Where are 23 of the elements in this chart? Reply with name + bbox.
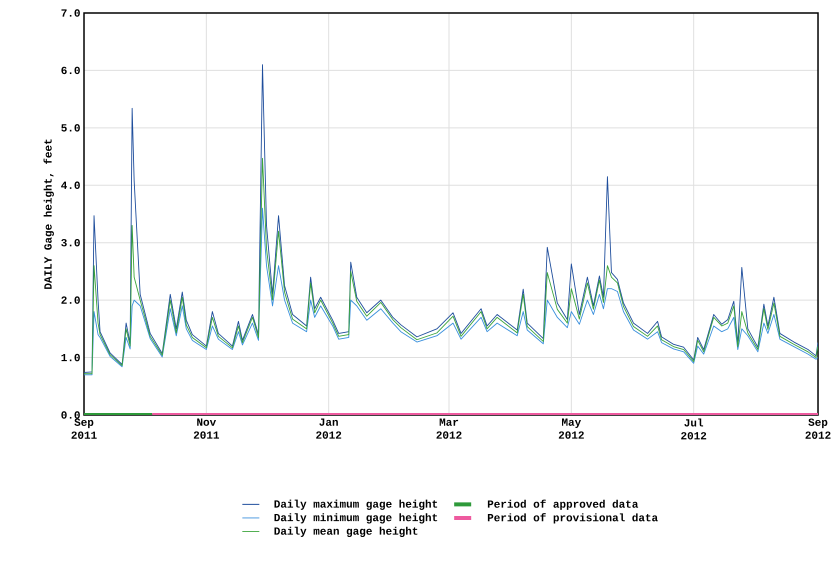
x-tick-label: Jan 2012 bbox=[316, 418, 342, 439]
y-tick-label: 0.0 bbox=[61, 411, 80, 419]
y-tick-label: 2.0 bbox=[61, 296, 80, 304]
y-tick-label: 1.0 bbox=[61, 354, 80, 362]
line-series bbox=[84, 64, 818, 373]
y-tick-label: 7.0 bbox=[61, 9, 80, 17]
y-tick-label: 4.0 bbox=[61, 182, 80, 189]
line-series bbox=[84, 158, 818, 374]
y-tick-label: 3.0 bbox=[61, 238, 80, 246]
y-tick-label: 5.0 bbox=[61, 124, 80, 132]
x-tick-label: Sep 2011 bbox=[72, 418, 97, 439]
legend-label: Daily mean gage height bbox=[274, 526, 418, 537]
x-tick-label: Jul 2012 bbox=[681, 418, 706, 440]
x-tick-label: Nov 2011 bbox=[194, 418, 220, 439]
legend-label: Daily minimum gage height bbox=[274, 513, 438, 524]
y-tick-label: 6.0 bbox=[61, 66, 80, 74]
legend-label: Daily maximum gage height bbox=[274, 500, 438, 510]
x-tick-label: Sep 2012 bbox=[806, 418, 831, 439]
x-tick-label: May 2012 bbox=[558, 418, 584, 439]
y-axis-title: DAILY Gage height, feet bbox=[44, 139, 54, 289]
legend-label: Period of provisional data bbox=[488, 513, 658, 524]
x-tick-label: Mar 2012 bbox=[436, 418, 462, 439]
legend-label: Period of approved data bbox=[488, 500, 638, 510]
